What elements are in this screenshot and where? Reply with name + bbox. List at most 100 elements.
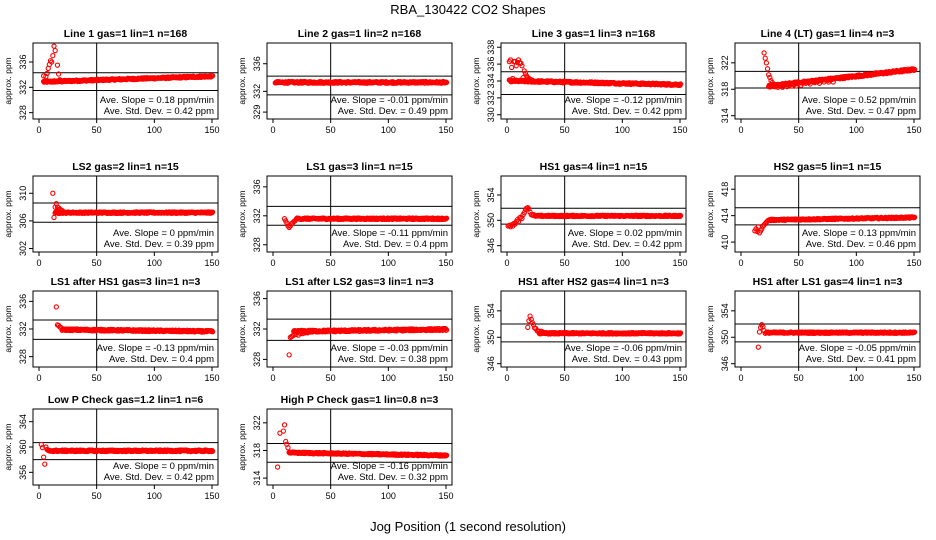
data-point bbox=[911, 66, 918, 73]
plot-frame bbox=[266, 408, 453, 486]
data-point bbox=[506, 222, 512, 229]
y-tick-label: 314 bbox=[720, 108, 730, 123]
x-tick-label: 150 bbox=[204, 258, 219, 268]
data-point bbox=[443, 327, 450, 333]
annotation-text: Ave. Slope = 0.52 ppm/min bbox=[802, 95, 916, 106]
x-tick-label: 50 bbox=[326, 258, 336, 268]
x-tick-label: 50 bbox=[326, 373, 336, 383]
y-tick-label: 318 bbox=[720, 82, 730, 97]
data-point bbox=[508, 64, 515, 71]
y-tick-label: 328 bbox=[18, 105, 28, 120]
data-point bbox=[911, 329, 918, 335]
x-tick-label: 100 bbox=[147, 491, 162, 501]
x-tick-label: 0 bbox=[270, 491, 275, 501]
panel-title: Line 2 gas=1 lin=2 n=168 bbox=[298, 28, 422, 40]
y-tick-label: 332 bbox=[252, 321, 262, 336]
y-tick-label: 336 bbox=[486, 57, 496, 72]
chart-panel: LS1 after LS2 gas=3 lin=1 n=3 0 50 100 150 32… bbox=[237, 276, 454, 383]
data-point bbox=[51, 43, 57, 49]
figure-title: RBA_130422 CO2 Shapes bbox=[390, 2, 546, 17]
data-point bbox=[762, 55, 768, 61]
plot-frame bbox=[734, 290, 921, 368]
chart-panel: LS2 gas=2 lin=1 n=15 0 50 100 150 302 306 310 ap… bbox=[3, 161, 220, 268]
data-point bbox=[40, 73, 47, 79]
x-tick-label: 50 bbox=[92, 491, 102, 501]
x-tick-label: 150 bbox=[438, 373, 453, 383]
x-tick-label: 50 bbox=[92, 258, 102, 268]
annotation-text: Ave. Slope = 0.02 ppm/min bbox=[568, 228, 682, 239]
annotation-text: Ave. Std. Dev. = 0.4 ppm bbox=[109, 354, 214, 365]
x-tick-label: 150 bbox=[672, 373, 687, 383]
x-tick-label: 0 bbox=[270, 125, 275, 135]
data-point bbox=[518, 60, 524, 66]
y-tick-label: 356 bbox=[18, 465, 28, 480]
chart-panel: Line 4 (LT) gas=1 lin=4 n=3 0 50 100 150 314 3… bbox=[705, 28, 922, 135]
y-tick-label: 336 bbox=[18, 294, 28, 309]
y-tick-label: 322 bbox=[252, 415, 262, 430]
chart-panel: Line 2 gas=1 lin=2 n=168 0 50 100 150 329 332 3… bbox=[237, 28, 454, 135]
x-tick-label: 0 bbox=[36, 125, 41, 135]
y-tick-label: 332 bbox=[18, 80, 28, 95]
y-tick-label: 338 bbox=[486, 40, 496, 55]
x-tick-label: 150 bbox=[906, 125, 921, 135]
data-point bbox=[512, 221, 518, 227]
y-axis-label: approx. ppm bbox=[471, 305, 481, 352]
data-point bbox=[39, 444, 46, 451]
chart-panel: HS1 after HS2 gas=4 lin=1 n=3 0 50 100 150 34… bbox=[471, 276, 688, 383]
data-point bbox=[49, 59, 55, 65]
y-tick-label: 328 bbox=[252, 237, 262, 252]
data-point bbox=[764, 66, 771, 72]
chart-panel: HS2 gas=5 lin=1 n=15 0 50 100 150 410 414 418 ap… bbox=[705, 161, 922, 268]
panel-title: HS1 after LS1 gas=4 lin=1 n=3 bbox=[753, 276, 903, 288]
data-point bbox=[51, 214, 57, 221]
x-tick-label: 100 bbox=[381, 125, 396, 135]
x-tick-label: 150 bbox=[438, 125, 453, 135]
annotation-text: Ave. Slope = -0.11 ppm/min bbox=[331, 228, 448, 239]
y-tick-label: 336 bbox=[252, 56, 262, 71]
x-tick-label: 100 bbox=[381, 373, 396, 383]
annotation-text: Ave. Std. Dev. = 0.4 ppm bbox=[343, 239, 448, 250]
plot-frame bbox=[734, 175, 921, 253]
x-tick-label: 150 bbox=[204, 491, 219, 501]
x-tick-label: 100 bbox=[381, 491, 396, 501]
panel-title: LS2 gas=2 lin=1 n=15 bbox=[72, 161, 179, 173]
data-point bbox=[757, 324, 764, 330]
annotation-text: Ave. Slope = -0.01 ppm/min bbox=[331, 95, 448, 106]
y-axis-label: approx. ppm bbox=[3, 423, 13, 470]
y-tick-label: 314 bbox=[252, 471, 262, 486]
plot-frame bbox=[266, 175, 453, 253]
x-tick-label: 100 bbox=[615, 258, 630, 268]
data-point bbox=[521, 68, 527, 74]
data-point bbox=[44, 70, 50, 77]
data-point bbox=[526, 206, 532, 212]
panel-title: Line 1 gas=1 lin=1 n=168 bbox=[64, 28, 188, 40]
chart-panel: Low P Check gas=1.2 lin=1 n=6 0 50 100 150 35… bbox=[3, 394, 220, 501]
y-axis-label: approx. ppm bbox=[705, 305, 715, 352]
annotation-text: Ave. Slope = -0.13 ppm/min bbox=[97, 343, 214, 354]
y-tick-label: 302 bbox=[18, 241, 28, 256]
y-tick-label: 334 bbox=[486, 73, 496, 88]
y-tick-label: 364 bbox=[18, 414, 28, 429]
data-point bbox=[443, 79, 450, 86]
annotation-text: Ave. Slope = -0.05 ppm/min bbox=[799, 343, 916, 354]
panel-title: Low P Check gas=1.2 lin=1 n=6 bbox=[48, 394, 203, 406]
x-tick-label: 100 bbox=[147, 258, 162, 268]
data-point bbox=[525, 324, 531, 330]
data-point bbox=[677, 330, 684, 336]
x-tick-label: 100 bbox=[615, 373, 630, 383]
x-tick-label: 0 bbox=[738, 373, 743, 383]
x-tick-label: 0 bbox=[36, 373, 41, 383]
x-tick-label: 100 bbox=[147, 125, 162, 135]
data-point bbox=[677, 212, 684, 219]
data-point bbox=[52, 47, 58, 54]
y-axis-label: approx. ppm bbox=[3, 190, 13, 237]
plot-frame bbox=[266, 42, 453, 120]
y-tick-label: 354 bbox=[486, 303, 496, 318]
annotation-text: Ave. Std. Dev. = 0.42 ppm bbox=[104, 472, 214, 483]
y-tick-label: 329 bbox=[252, 105, 262, 120]
annotation-text: Ave. Std. Dev. = 0.43 ppm bbox=[572, 354, 682, 365]
annotation-text: Ave. Std. Dev. = 0.41 ppm bbox=[806, 354, 916, 365]
x-tick-label: 150 bbox=[204, 125, 219, 135]
x-tick-label: 0 bbox=[504, 373, 509, 383]
data-point bbox=[40, 454, 47, 460]
